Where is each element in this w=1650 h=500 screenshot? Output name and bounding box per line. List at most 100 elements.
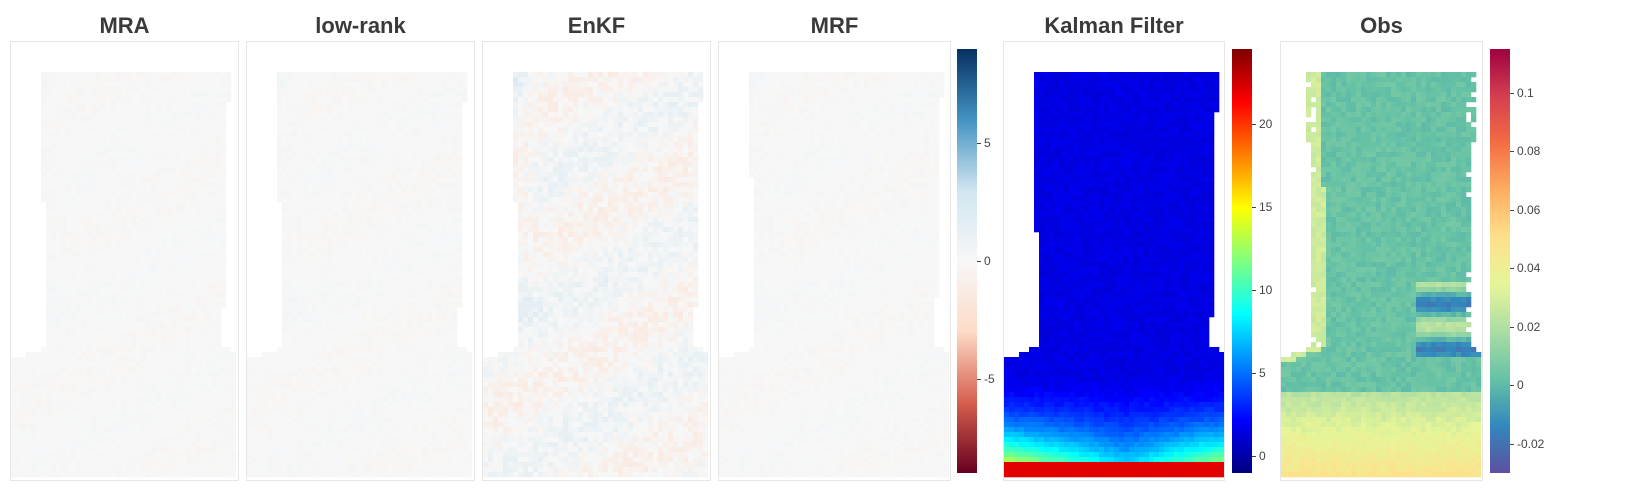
heatmap-cell [422,87,428,93]
heatmap-cell [151,467,157,473]
heatmap-cell [312,137,318,143]
heatmap-cell [11,372,17,378]
heatmap-cell [106,367,112,373]
heatmap-cell [156,72,162,78]
heatmap-cell [422,262,428,268]
heatmap-cell [121,287,127,293]
heatmap-cell [201,237,207,243]
heatmap-cell [71,467,77,473]
heatmap-cell [191,467,197,473]
heatmap-cell [206,377,212,383]
heatmap-cell [392,202,398,208]
heatmap-cell [297,292,303,298]
heatmap-cell [292,152,298,158]
heatmap-cell [327,127,333,133]
heatmap-cell [76,172,82,178]
heatmap-cell [377,142,383,148]
heatmap-cell [171,242,177,248]
heatmap-cell [377,252,383,258]
heatmap-cell [96,172,102,178]
heatmap-cell [151,242,157,248]
heatmap-cell [347,287,353,293]
heatmap-cell [66,97,72,103]
heatmap-cell [141,272,147,278]
heatmap-cell [71,242,77,248]
heatmap-cell [357,97,363,103]
heatmap-cell [96,307,102,313]
heatmap-cell [126,457,132,463]
heatmap-cell [191,107,197,113]
heatmap-cell [226,472,232,478]
heatmap-cell [201,142,207,148]
heatmap-cell [322,207,328,213]
heatmap-cell [432,112,438,118]
heatmap-cell [51,332,57,338]
heatmap-cell [71,77,77,83]
heatmap-cell [357,142,363,148]
heatmap-cell [91,347,97,353]
heatmap-cell [96,187,102,193]
heatmap-cell [41,447,47,453]
heatmap-cell [141,337,147,343]
heatmap-cell [352,222,358,228]
heatmap-cell [46,232,52,238]
heatmap-cell [211,322,217,328]
heatmap-cell [111,362,117,368]
heatmap-cell [46,187,52,193]
heatmap-cell [96,157,102,163]
heatmap-cell [91,122,97,128]
heatmap-cell [141,362,147,368]
heatmap-cell [61,452,67,458]
heatmap-cell [206,172,212,178]
heatmap-cell [201,357,207,363]
heatmap-cell [186,472,192,478]
heatmap-cell [171,132,177,138]
heatmap-cell [136,237,142,243]
heatmap-cell [106,227,112,233]
heatmap-cell [312,292,318,298]
heatmap-cell [362,262,368,268]
heatmap-cell [46,292,52,298]
heatmap-cell [332,227,338,233]
heatmap-cell [397,267,403,273]
heatmap-cell [86,297,92,303]
heatmap-cell [131,177,137,183]
heatmap-cell [292,132,298,138]
heatmap-cell [407,292,413,298]
heatmap-cell [131,287,137,293]
heatmap-cell [111,392,117,398]
heatmap-cell [56,337,62,343]
heatmap-cell [136,87,142,93]
heatmap-cell [191,122,197,128]
heatmap-cell [352,257,358,263]
heatmap-cell [307,167,313,173]
heatmap-cell [422,177,428,183]
heatmap-cell [61,462,67,468]
heatmap-cell [427,107,433,113]
heatmap-cell [136,212,142,218]
heatmap-cell [121,187,127,193]
heatmap-cell [156,237,162,243]
heatmap-cell [387,132,393,138]
heatmap-cell [106,187,112,193]
heatmap-cell [191,137,197,143]
heatmap-cell [161,312,167,318]
heatmap-cell [412,212,418,218]
heatmap-cell [121,307,127,313]
heatmap-cell [91,382,97,388]
heatmap-cell [216,337,222,343]
heatmap-cell [71,217,77,223]
heatmap-cell [126,232,132,238]
heatmap-cell [161,472,167,478]
heatmap-cell [422,317,428,323]
heatmap-cell [111,87,117,93]
heatmap-cell [452,87,458,93]
heatmap-cell [347,292,353,298]
heatmap-cell [352,97,358,103]
heatmap-cell [282,72,288,78]
heatmap-cell [171,172,177,178]
heatmap-cell [382,312,388,318]
heatmap-cell [206,302,212,308]
heatmap-cell [432,232,438,238]
heatmap-cell [216,167,222,173]
